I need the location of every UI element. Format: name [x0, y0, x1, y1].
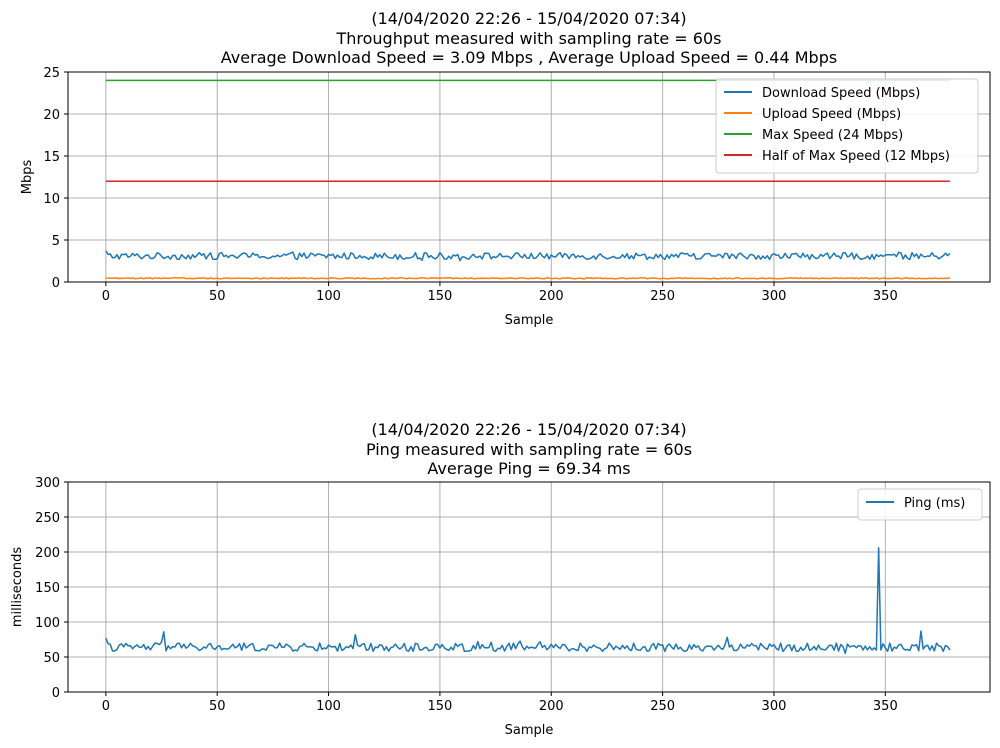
x-tick-label: 200 [539, 289, 564, 304]
series-line-1 [105, 547, 951, 655]
y-tick-label: 100 [35, 616, 60, 631]
chart-title-line: Ping measured with sampling rate = 60s [366, 440, 692, 459]
legend: Ping (ms) [857, 488, 983, 521]
x-tick-label: 200 [539, 699, 564, 714]
y-tick-label: 250 [35, 511, 60, 526]
x-tick-label: 50 [209, 699, 226, 714]
chart-1: (14/04/2020 22:26 - 15/04/2020 07:34)Thr… [20, 9, 991, 328]
x-tick-label: 350 [873, 699, 898, 714]
chart-title-line: Throughput measured with sampling rate =… [335, 29, 721, 48]
axes-frame [67, 71, 991, 283]
x-tick-label: 100 [316, 699, 341, 714]
x-tick-label: 250 [650, 699, 675, 714]
x-axis-label: Sample [505, 723, 554, 738]
chart-title-line: Average Ping = 69.34 ms [427, 459, 630, 478]
y-tick-label: 200 [35, 546, 60, 561]
y-tick-label: 150 [35, 581, 60, 596]
chart-title-line: (14/04/2020 22:26 - 15/04/2020 07:34) [371, 9, 686, 28]
x-tick-label: 300 [762, 699, 787, 714]
y-tick-label: 0 [52, 276, 60, 291]
legend-label: Upload Speed (Mbps) [762, 107, 901, 122]
legend-label: Half of Max Speed (12 Mbps) [762, 149, 950, 164]
x-tick-label: 0 [102, 699, 110, 714]
x-tick-label: 150 [428, 289, 453, 304]
y-axis-label: Mbps [20, 160, 35, 195]
y-tick-label: 10 [43, 192, 60, 207]
y-tick-label: 25 [43, 66, 60, 81]
x-tick-label: 150 [428, 699, 453, 714]
y-tick-label: 20 [43, 108, 60, 123]
series-line-2 [105, 276, 951, 280]
y-tick-label: 15 [43, 150, 60, 165]
chart-title-line: Average Download Speed = 3.09 Mbps , Ave… [221, 48, 837, 67]
legend-label: Download Speed (Mbps) [762, 86, 920, 101]
x-tick-label: 50 [209, 289, 226, 304]
legend-label: Max Speed (24 Mbps) [762, 128, 903, 143]
y-tick-label: 0 [52, 686, 60, 701]
x-tick-label: 0 [102, 289, 110, 304]
x-tick-label: 100 [316, 289, 341, 304]
x-axis-label: Sample [505, 313, 554, 328]
x-tick-label: 250 [650, 289, 675, 304]
x-tick-label: 350 [873, 289, 898, 304]
series-line-1 [105, 250, 951, 262]
x-tick-label: 300 [762, 289, 787, 304]
legend: Download Speed (Mbps) Upload Speed (Mbps)… [715, 78, 979, 174]
legend-label: Ping (ms) [904, 496, 965, 511]
legend-box [715, 78, 979, 174]
y-axis-label: milliseconds [10, 547, 25, 627]
y-tick-label: 50 [43, 651, 60, 666]
legend-box [857, 488, 983, 521]
y-tick-label: 5 [52, 234, 60, 249]
chart-2: (14/04/2020 22:26 - 15/04/2020 07:34)Pin… [10, 420, 991, 738]
y-tick-label: 300 [35, 476, 60, 491]
chart-title-line: (14/04/2020 22:26 - 15/04/2020 07:34) [371, 420, 686, 439]
